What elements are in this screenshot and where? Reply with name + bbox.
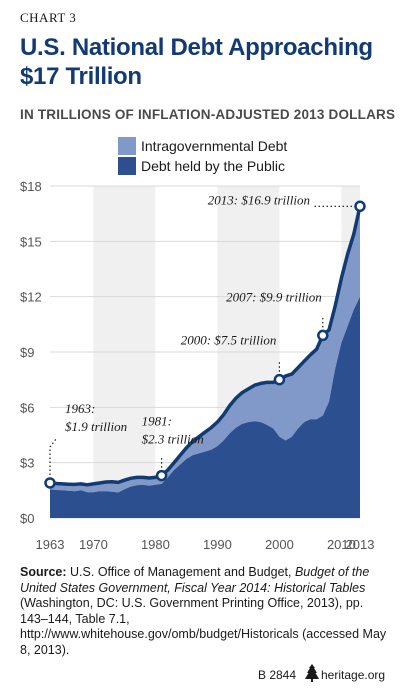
y-tick-label: $6 [20, 400, 34, 415]
x-tick-label: 2000 [265, 537, 294, 552]
source-text-2: (Washington, DC: U.S. Government Printin… [20, 596, 387, 657]
data-point-marker [354, 200, 366, 213]
x-tick-label: 1990 [203, 537, 232, 552]
area-debt-held-by-public [50, 296, 360, 518]
y-tick-label: $18 [20, 179, 42, 194]
x-tick-label: 2010 [327, 537, 356, 552]
y-tick-label: $12 [20, 290, 42, 305]
y-tick-label: $3 [20, 456, 34, 471]
annotation-label: 1963: [65, 401, 95, 416]
footer-id: B 2844 [258, 668, 297, 682]
source-text-1: U.S. Office of Management and Budget, [70, 565, 295, 579]
area-intragovernmental-debt [50, 206, 360, 493]
legend-item-intragovernmental: Intragovernmental Debt [118, 136, 287, 156]
legend-label-public: Debt held by the Public [141, 158, 285, 174]
source-label: Source: [20, 565, 67, 579]
x-tick-label: 1970 [79, 537, 108, 552]
data-point-marker [317, 329, 329, 342]
x-tick-label: 1980 [141, 537, 170, 552]
legend-label-intragovernmental: Intragovernmental Debt [141, 138, 288, 154]
annotation-label: $1.9 trillion [65, 419, 127, 434]
annotation-label: 2000: $7.5 trillion [181, 333, 277, 348]
y-tick-label: $0 [20, 511, 34, 526]
x-tick-label: 1963 [36, 537, 65, 552]
source-text-italic: Budget of the United States Government, … [20, 565, 370, 595]
data-point-marker [44, 477, 56, 489]
legend: Intragovernmental Debt Debt held by the … [118, 136, 287, 176]
annotation-label: 1981: [142, 414, 172, 429]
data-point-marker [155, 469, 168, 482]
footer-site: heritage.org [321, 668, 386, 682]
annotation-leader [49, 438, 57, 475]
legend-swatch-public [118, 157, 136, 175]
y-tick-label: $15 [20, 234, 42, 249]
chart-subtitle: IN TRILLIONS OF INFLATION-ADJUSTED 2013 … [20, 107, 396, 122]
total-debt-line [49, 205, 362, 487]
source-note: Source: U.S. Office of Management and Bu… [20, 565, 392, 659]
data-point-marker [273, 373, 286, 386]
legend-item-public: Debt held by the Public [118, 156, 287, 176]
y-tick-label: $9 [20, 345, 34, 360]
x-tick-label: 2013 [346, 537, 375, 552]
chart-number-label: CHART 3 [20, 10, 77, 25]
annotation-label: 2007: $9.9 trillion [226, 289, 322, 304]
heritage-logo-icon [305, 664, 319, 682]
annotation-label: $2.3 trillion [142, 432, 204, 447]
area-chart: $0 $3 $6 $9 $12 $15 $18 1963 1970 1980 1990 2000 201… [20, 179, 375, 552]
annotation-label: 2013: $16.9 trillion [208, 192, 310, 207]
legend-swatch-intragovernmental [118, 137, 136, 155]
chart-title: U.S. National Debt Approaching $17 Trill… [20, 34, 373, 90]
